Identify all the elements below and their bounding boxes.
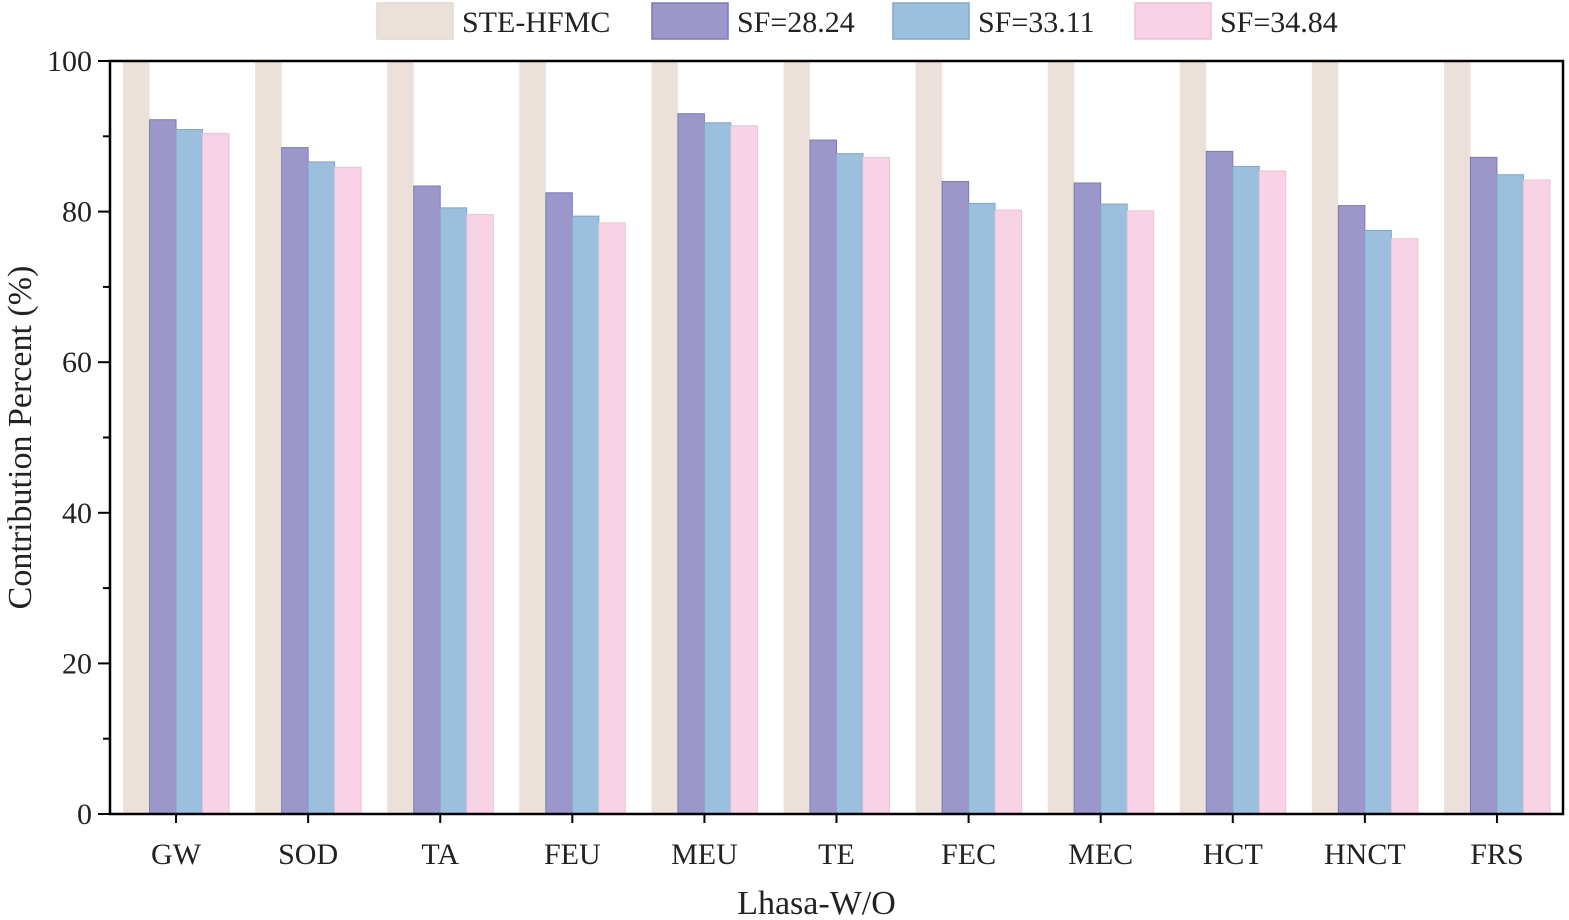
bar-frs-series-3 [1496,174,1524,815]
bar-hct-series-3 [1232,165,1260,815]
x-axis-title: Lhasa-W/O [737,885,896,920]
bar-meu-series-2 [677,113,705,815]
bar-hct-series-4 [1258,170,1287,815]
bar-frs-series-1 [1443,61,1471,814]
bar-mec-series-3 [1100,203,1128,815]
bar-feu-series-3 [571,215,600,815]
x-tick-label: TA [421,838,459,871]
y-tick-label: 60 [62,346,92,379]
bar-hnct-series-1 [1311,61,1339,814]
x-tick-label: FEU [544,838,601,871]
bar-sod-series-2 [281,147,309,815]
bar-frs-series-2 [1469,156,1498,815]
bar-ta-series-4 [466,214,494,815]
bar-meu-series-4 [730,125,758,815]
bar-hnct-series-2 [1337,205,1366,815]
bar-feu-series-2 [545,192,573,815]
y-axis-title: Contribution Percent (%) [2,266,39,610]
legend-swatch-2 [651,2,729,40]
x-tick-label: TE [818,838,855,871]
bar-gw-series-2 [149,119,177,815]
legend-label-3: SF=33.11 [978,6,1095,39]
x-tick-label: MEC [1068,838,1133,871]
bar-gw-series-1 [123,61,150,814]
bar-meu-series-3 [703,122,732,815]
bar-hct-series-2 [1205,150,1234,815]
bar-hnct-series-3 [1364,229,1392,815]
bar-mec-series-4 [1126,210,1155,815]
legend-label-1: STE-HFMC [462,6,610,39]
bar-fec-series-4 [994,209,1023,815]
bar-te-series-1 [783,61,810,814]
x-tick-label: HNCT [1324,838,1406,871]
x-tick-label: FRS [1470,838,1523,871]
bar-te-series-3 [836,153,864,815]
bar-hct-series-1 [1179,61,1207,814]
bar-ta-series-1 [387,61,414,814]
legend-swatch-4 [1134,2,1212,40]
bar-mec-series-2 [1073,182,1102,815]
bar-mec-series-1 [1047,61,1075,814]
legend-swatch-3 [892,2,970,40]
bar-sod-series-4 [334,166,362,815]
legend: STE-HFMC SF=28.24 SF=33.11 SF=34.84 [376,2,1338,40]
bar-fec-series-2 [941,180,970,815]
bar-te-series-2 [809,139,837,815]
bar-sod-series-3 [307,161,336,815]
y-tick-label: 100 [47,45,92,78]
x-tick-label: SOD [278,838,338,871]
legend-swatch-1 [376,2,454,40]
x-tick-label: GW [151,838,202,871]
bar-fec-series-1 [915,61,943,814]
y-tick-label: 80 [62,196,92,229]
bar-hnct-series-4 [1390,238,1419,815]
bar-frs-series-4 [1522,179,1551,815]
bar-feu-series-4 [598,222,626,815]
bar-feu-series-1 [519,61,546,814]
bar-gw-series-3 [175,129,204,815]
bar-gw-series-4 [202,132,230,815]
axes: GW SOD TA FEU MEU TE FEC MEC HCT HNCT FRS 0 20 40 60 80… [47,45,1565,871]
bar-ta-series-2 [413,185,441,815]
bars [123,61,1551,815]
x-tick-label: FEC [941,838,996,871]
legend-label-2: SF=28.24 [737,6,855,39]
bar-ta-series-3 [439,207,468,815]
y-tick-label: 40 [62,497,92,530]
bar-te-series-4 [862,156,890,815]
bar-sod-series-1 [255,61,282,814]
bar-meu-series-1 [651,61,678,814]
y-tick-label: 0 [77,798,92,831]
x-tick-label: HCT [1203,838,1263,871]
bar-fec-series-3 [968,202,996,815]
y-tick-label: 20 [62,647,92,680]
legend-label-4: SF=34.84 [1220,6,1338,39]
x-tick-label: MEU [671,838,738,871]
